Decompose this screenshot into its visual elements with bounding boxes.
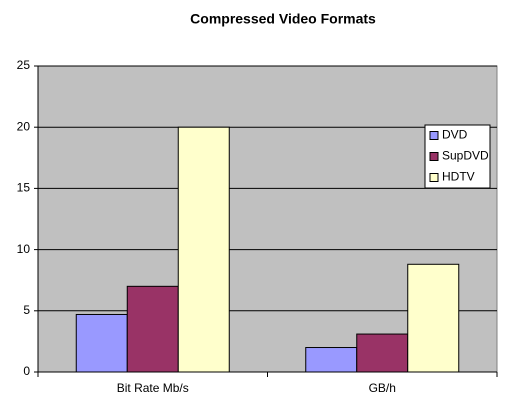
legend-swatch <box>429 173 439 182</box>
y-tick-label: 15 <box>17 181 31 195</box>
bar <box>407 263 460 373</box>
legend-swatch <box>429 131 439 140</box>
x-tick-label: GB/h <box>369 381 396 395</box>
chart-title: Compressed Video Formats <box>190 11 376 27</box>
bar <box>356 333 409 373</box>
legend-swatch <box>429 152 439 161</box>
y-tick-label: 10 <box>17 242 31 256</box>
y-tick-label: 25 <box>17 58 31 72</box>
y-tick-label: 20 <box>17 119 31 133</box>
y-tick-label: 0 <box>23 364 30 378</box>
bar <box>177 126 230 373</box>
legend-label: SupDVD <box>442 149 489 163</box>
y-tick-label: 5 <box>23 303 30 317</box>
bar <box>126 285 179 373</box>
x-tick-label: Bit Rate Mb/s <box>117 381 189 395</box>
bar <box>305 347 358 373</box>
legend-label: DVD <box>442 128 468 142</box>
legend-label: HDTV <box>442 170 475 184</box>
bar <box>75 313 128 373</box>
